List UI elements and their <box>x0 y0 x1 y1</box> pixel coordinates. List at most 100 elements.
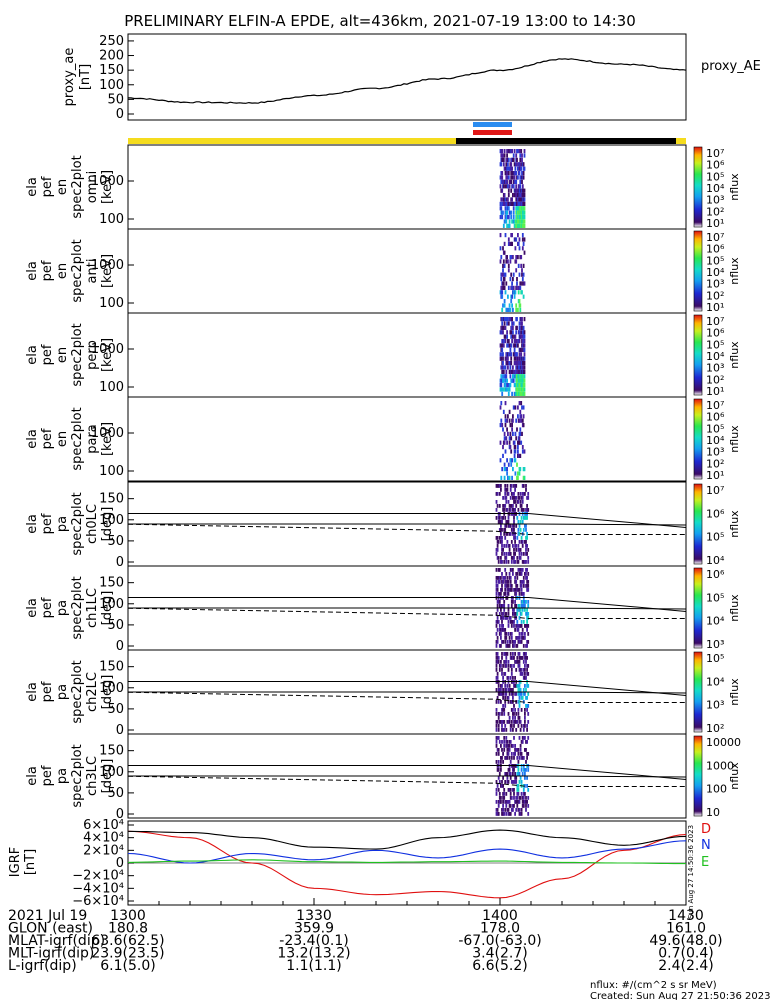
spectrogram-cell <box>521 608 524 612</box>
spectrogram-cell <box>505 792 508 796</box>
spectrogram-cell <box>525 760 527 764</box>
spectrogram-cell <box>505 636 508 640</box>
spectrogram-cell <box>507 720 510 724</box>
spectrogram-cell <box>522 644 525 648</box>
spectrogram-cell <box>526 628 528 632</box>
spectrogram-cell <box>496 544 499 548</box>
spectrogram-cell <box>501 728 503 732</box>
spectrogram-cell <box>507 317 509 322</box>
spectrogram-cell <box>514 484 516 488</box>
spectrogram-cell <box>521 484 524 488</box>
spectrogram-cell <box>506 644 509 648</box>
spectrogram-cell <box>506 584 509 588</box>
colorbar-label: nflux <box>728 678 741 706</box>
spectrogram-cell <box>520 620 523 624</box>
spectrogram-cell <box>520 516 523 520</box>
spectrogram-cell <box>497 800 500 804</box>
spectrogram-cell <box>500 536 502 540</box>
colorbar-label: nflux <box>728 510 741 538</box>
spectrogram-cell <box>519 728 522 732</box>
spectrogram-cell <box>497 540 500 544</box>
spectrogram-cell <box>510 175 513 180</box>
spectrogram-cell <box>500 520 502 524</box>
spectrogram-cell <box>510 197 513 202</box>
spectrogram-cell <box>514 600 516 604</box>
spectrogram-cell <box>503 576 506 580</box>
spectrogram-cell <box>514 576 516 580</box>
spectrogram-cells <box>495 736 530 816</box>
spectrogram-cell <box>523 193 526 198</box>
spectrogram-cell <box>506 361 508 366</box>
spectrogram-cell <box>496 676 499 680</box>
spectrogram-cell <box>523 339 526 344</box>
spectrogram-cell <box>512 804 514 808</box>
spectrogram-cell <box>505 532 508 536</box>
spectrogram-cell <box>515 780 518 784</box>
colorbar-tick-label: 10¹ <box>706 385 724 398</box>
spectrogram-cell <box>514 431 517 436</box>
spectrogram-cell <box>506 696 509 700</box>
spectrogram-cell <box>520 588 523 592</box>
spectrogram-cell <box>522 736 525 740</box>
spectrogram-cell <box>505 804 508 808</box>
spectrogram-cell <box>495 788 498 792</box>
spectrogram-cell <box>510 162 513 167</box>
spectrogram-cell <box>507 431 509 436</box>
spectrogram-cell <box>506 210 508 215</box>
spectrogram-cell <box>512 504 514 508</box>
spectrogram-cell <box>525 660 527 664</box>
panel-ylabel: ela <box>25 514 40 534</box>
spectrogram-cell <box>514 166 517 171</box>
spectrogram-cell <box>514 772 516 776</box>
spectrogram-cell <box>512 210 515 215</box>
spectrogram-cell <box>513 500 515 504</box>
colorbar-tick-label: 10⁴ <box>706 675 725 688</box>
spectrogram-cell <box>516 792 519 796</box>
spectrogram-cell <box>525 656 527 660</box>
spectrogram-cell <box>510 796 513 800</box>
spectrogram-cell <box>509 508 512 512</box>
spectrogram-cell <box>521 540 524 544</box>
spectrogram-cell <box>509 496 512 500</box>
spectrogram-cell <box>518 471 521 476</box>
colorbar <box>693 651 703 733</box>
spectrogram-cell <box>513 664 515 668</box>
spectrogram-cell <box>511 281 513 286</box>
spectrogram-cell <box>510 492 513 496</box>
spectrogram-cell <box>512 272 515 277</box>
spectrogram-cell <box>510 149 513 154</box>
spectrogram-panel-5: ela pef pa spec2plot ch1LC [deg]15010050010⁶1… <box>25 565 741 654</box>
spectrogram-cell <box>507 588 510 592</box>
spectrogram-cell <box>507 352 510 357</box>
colorbar-tick-label: 10⁴ <box>706 266 725 279</box>
spectrogram-cell <box>504 290 507 295</box>
spectrogram-cell <box>525 696 527 700</box>
spectrogram-cell <box>525 516 527 520</box>
spectrogram-cell <box>518 149 521 154</box>
spectrogram-cell <box>521 281 523 286</box>
spectrogram-cell <box>517 568 520 572</box>
footer-row-value: 1300 <box>110 908 146 924</box>
spectrogram-cell <box>525 704 527 708</box>
spectrogram-cell <box>509 584 512 588</box>
footer-row-value: 1.1(1.1) <box>286 958 341 974</box>
spectrogram-cell <box>499 259 502 264</box>
panel-ylabel: pa <box>55 768 70 784</box>
spectrogram-cell <box>503 219 506 224</box>
spectrogram-cell <box>516 656 519 660</box>
spectrogram-cell <box>509 524 512 528</box>
spectrogram-cell <box>520 624 523 628</box>
spectrogram-cell <box>526 496 528 500</box>
spectrogram-cell <box>511 197 513 202</box>
spectrogram-cell <box>495 808 498 812</box>
loss-cone-line <box>128 607 687 610</box>
spectrogram-cell <box>515 484 518 488</box>
spectrogram-cell <box>499 458 502 463</box>
spectrogram-cell <box>524 684 526 688</box>
spectrogram-cell <box>498 796 501 800</box>
spectrogram-cell <box>519 520 522 524</box>
spectrogram-cell <box>513 560 515 564</box>
spectrogram-cell <box>504 696 507 700</box>
spectrogram-cell <box>518 704 521 708</box>
